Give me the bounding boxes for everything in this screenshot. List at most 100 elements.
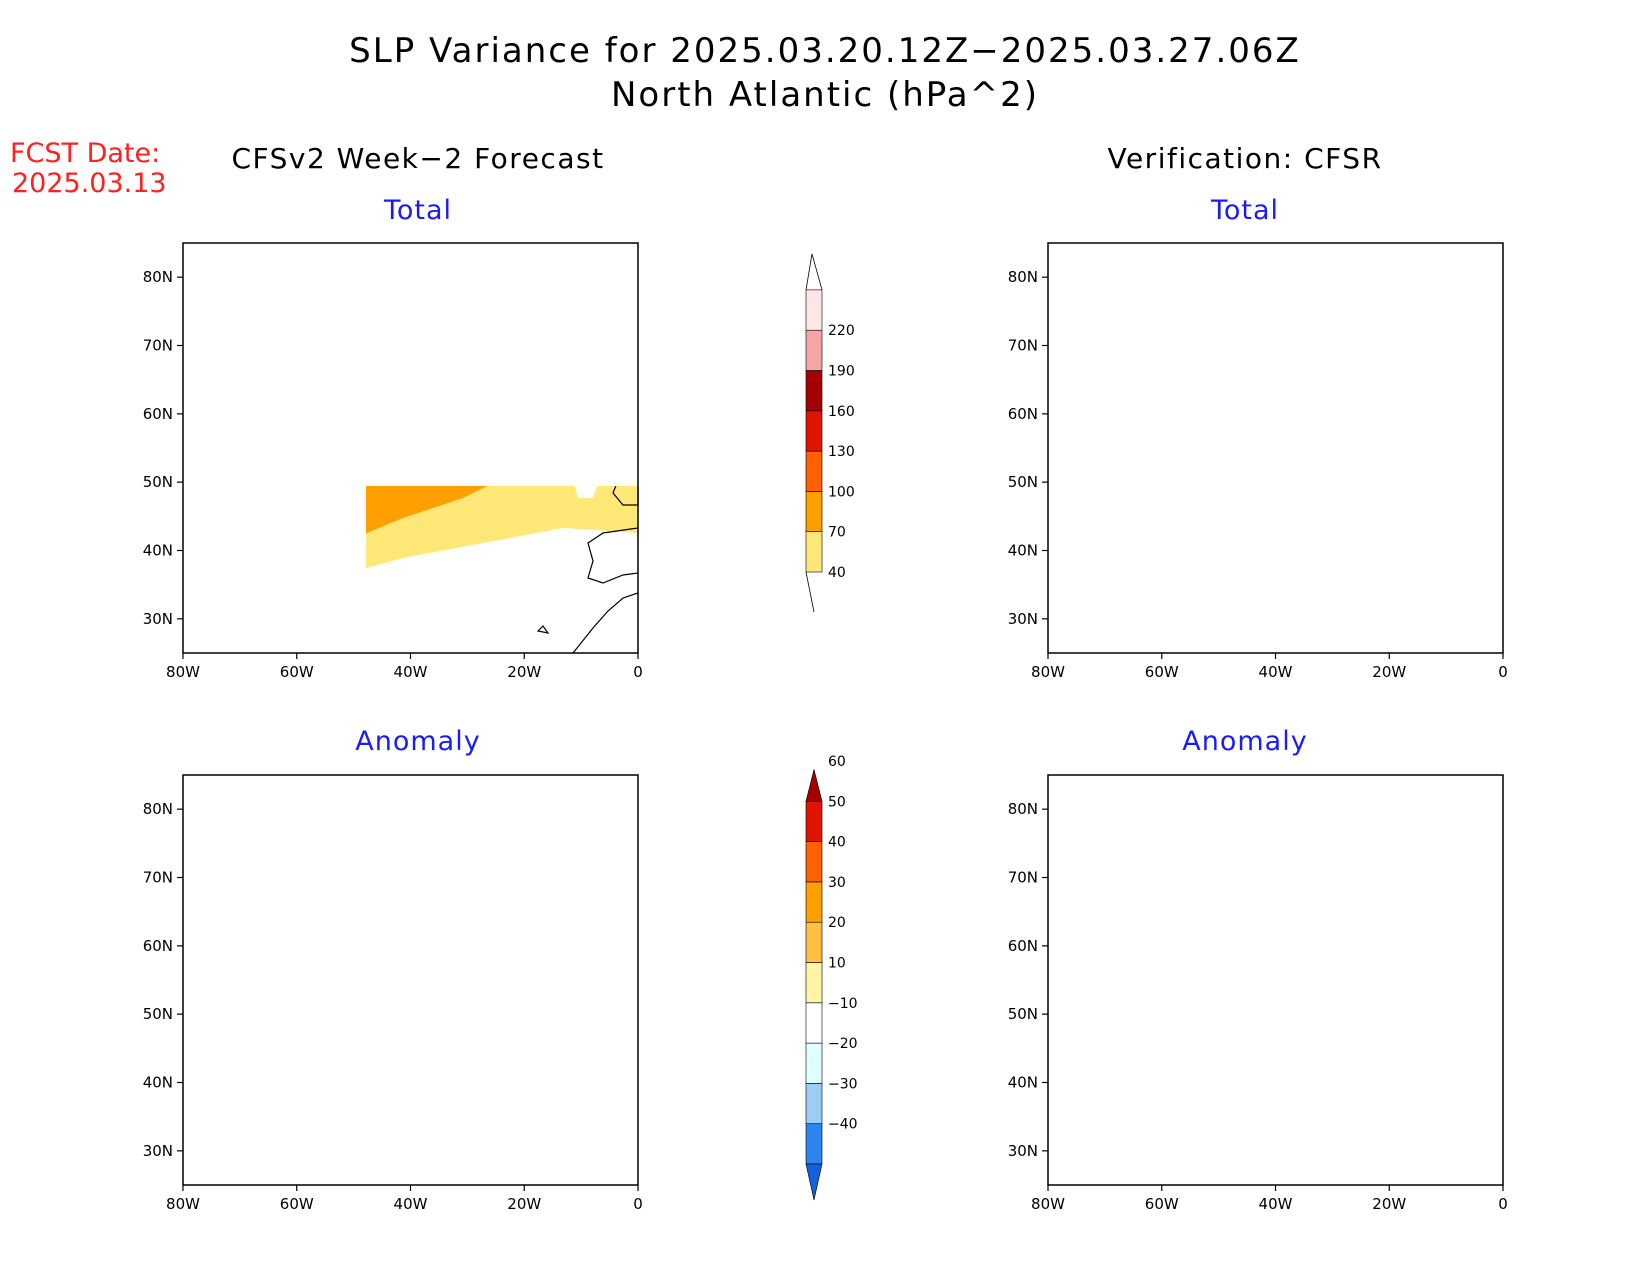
contour-130-south <box>205 453 295 528</box>
contour-30-uk <box>1443 935 1473 955</box>
colorbar-total: 40 70 100 130 160 190 220 <box>805 253 855 613</box>
contour-neg40 <box>1048 775 1418 975</box>
contour-160 <box>1143 421 1240 498</box>
y-tick-label: 80N <box>143 800 173 818</box>
colorbar-swatch <box>805 450 823 492</box>
contour-100-south <box>183 431 323 543</box>
y-tick-label: 30N <box>1008 1142 1038 1160</box>
colorbar-swatch <box>805 881 823 923</box>
colorbar-level-label: 30 <box>828 875 846 891</box>
panel-heading-forecast-total: Total <box>383 195 452 226</box>
colorbar-level-label: 130 <box>828 444 855 460</box>
contour-190 <box>1173 425 1231 483</box>
colorbar-level-label: 190 <box>828 364 855 380</box>
figure-title-line2: North Atlantic (hPa^2) <box>611 75 1039 115</box>
colorbar-swatch <box>805 289 823 331</box>
contour-100-ne <box>1448 278 1503 315</box>
y-tick-label: 80N <box>1008 800 1038 818</box>
contour-50-south <box>250 1011 266 1023</box>
x-tick-label: 0 <box>1498 1195 1508 1213</box>
contour-10-east <box>1478 875 1503 905</box>
y-tick-label: 60N <box>143 937 173 955</box>
colorbar-swatch <box>805 1002 823 1044</box>
coastline <box>1048 790 1503 1185</box>
y-tick-label: 70N <box>1008 869 1038 887</box>
colorbar-level-label: 20 <box>828 915 846 931</box>
colorbar-swatch <box>805 491 823 532</box>
contour-40-west <box>1048 1013 1076 1053</box>
x-tick-label: 60W <box>280 1195 314 1213</box>
figure-title-line1: SLP Variance for 2025.03.20.12Z−2025.03.… <box>349 31 1301 71</box>
map-panel-verification-total: 80W 60W 40W 20W 0 30N 40N 50N 60N 70N 80N <box>1008 242 1508 681</box>
map-background <box>1048 775 1503 1185</box>
column-heading-verification: Verification: CFSR <box>1107 142 1382 175</box>
panel-heading-verification-anomaly: Anomaly <box>1182 726 1307 757</box>
contour-below-40-north <box>1318 333 1438 361</box>
x-tick-label: 80W <box>1031 663 1065 681</box>
y-tick-label: 30N <box>143 1142 173 1160</box>
contour-220 <box>1193 438 1220 465</box>
contour-neg20-greenland <box>1268 859 1292 883</box>
map-background <box>1048 243 1503 653</box>
contour-100-west <box>1048 471 1093 525</box>
x-tick-label: 60W <box>280 663 314 681</box>
colorbar-swatch <box>805 962 823 1004</box>
colorbar-swatch <box>805 800 823 842</box>
contour-neg10-ne <box>543 810 638 915</box>
contour-10-ne <box>1448 803 1503 860</box>
y-tick-label: 50N <box>1008 473 1038 491</box>
colorbar-swatch <box>805 531 823 573</box>
y-tick-label: 60N <box>1008 405 1038 423</box>
y-tick-label: 40N <box>143 542 173 560</box>
panel-frame <box>1047 242 1504 654</box>
contour-130-north <box>348 285 445 338</box>
contour-10-center <box>1088 940 1258 1065</box>
colorbar-level-label: −30 <box>828 1076 858 1092</box>
map-panel-forecast-anomaly: 80W 60W 40W 20W 0 30N 40N 50N 60N 70N 80N <box>143 774 643 1213</box>
y-tick-label: 30N <box>1008 610 1038 628</box>
y-tick-label: 70N <box>143 337 173 355</box>
colorbar-swatch <box>805 1123 823 1165</box>
colorbar-extend-high <box>805 769 823 802</box>
colorbar-level-label: −10 <box>828 996 858 1012</box>
contour-70-ne <box>1433 258 1503 318</box>
colorbar-anomaly: −40 −30 −20 −10 10 20 30 40 50 60 <box>805 754 858 1201</box>
contour-30-south <box>225 993 281 1047</box>
y-tick-label: 50N <box>1008 1005 1038 1023</box>
contour-40-ne <box>1473 815 1503 845</box>
panel-frame <box>182 774 639 1186</box>
contour-10-south <box>183 960 308 1095</box>
map-panel-verification-anomaly: 80W 60W 40W 20W 0 30N 40N 50N 60N 70N 80N <box>1008 774 1508 1213</box>
contour-160-south <box>256 475 280 491</box>
contour-neg30 <box>1048 775 1443 1040</box>
contour-below-40-greenland <box>1244 371 1288 411</box>
colorbar-level-label: 10 <box>828 956 846 972</box>
colorbar-swatch <box>805 410 823 452</box>
colorbar-level-label: 50 <box>828 794 846 810</box>
x-tick-label: 0 <box>1498 663 1508 681</box>
y-tick-label: 70N <box>143 869 173 887</box>
contour-40-center <box>1153 967 1226 1025</box>
contour-neg10-main <box>303 905 638 1125</box>
x-tick-label: 40W <box>394 1195 428 1213</box>
y-tick-label: 50N <box>143 1005 173 1023</box>
colorbar-extend-low <box>805 571 815 613</box>
contour-neg30-ne <box>598 835 638 870</box>
contour-10-north <box>183 780 498 870</box>
contour-100-e <box>1428 343 1503 371</box>
x-tick-label: 20W <box>1372 1195 1406 1213</box>
contour-10-iberia <box>1433 985 1503 1060</box>
contour-70 <box>366 486 487 534</box>
colorbar-swatch <box>805 841 823 883</box>
contour-neg30-sw <box>1118 1065 1163 1095</box>
colorbar-level-label: 40 <box>828 565 846 581</box>
y-tick-label: 60N <box>1008 937 1038 955</box>
contour-neg30-main <box>331 965 411 1070</box>
fcst-date-label: FCST Date: <box>10 138 160 169</box>
contour-160-north <box>389 306 421 320</box>
colorbar-level-label: 70 <box>828 525 846 541</box>
colorbar-swatch <box>805 370 823 412</box>
colorbar-level-label: 100 <box>828 484 855 500</box>
contour-neg10-west <box>183 920 213 990</box>
fcst-date-value: 2025.03.13 <box>12 168 167 199</box>
